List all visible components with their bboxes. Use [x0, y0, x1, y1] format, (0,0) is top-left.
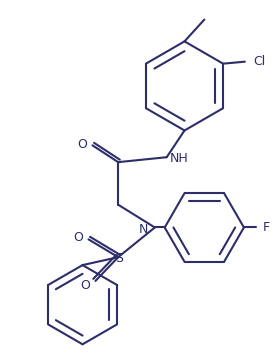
Text: S: S: [115, 252, 123, 265]
Text: N: N: [139, 223, 148, 236]
Text: O: O: [78, 138, 87, 151]
Text: Cl: Cl: [253, 55, 265, 68]
Text: F: F: [263, 221, 270, 234]
Text: NH: NH: [170, 152, 189, 165]
Text: O: O: [74, 231, 84, 244]
Text: O: O: [81, 279, 90, 292]
